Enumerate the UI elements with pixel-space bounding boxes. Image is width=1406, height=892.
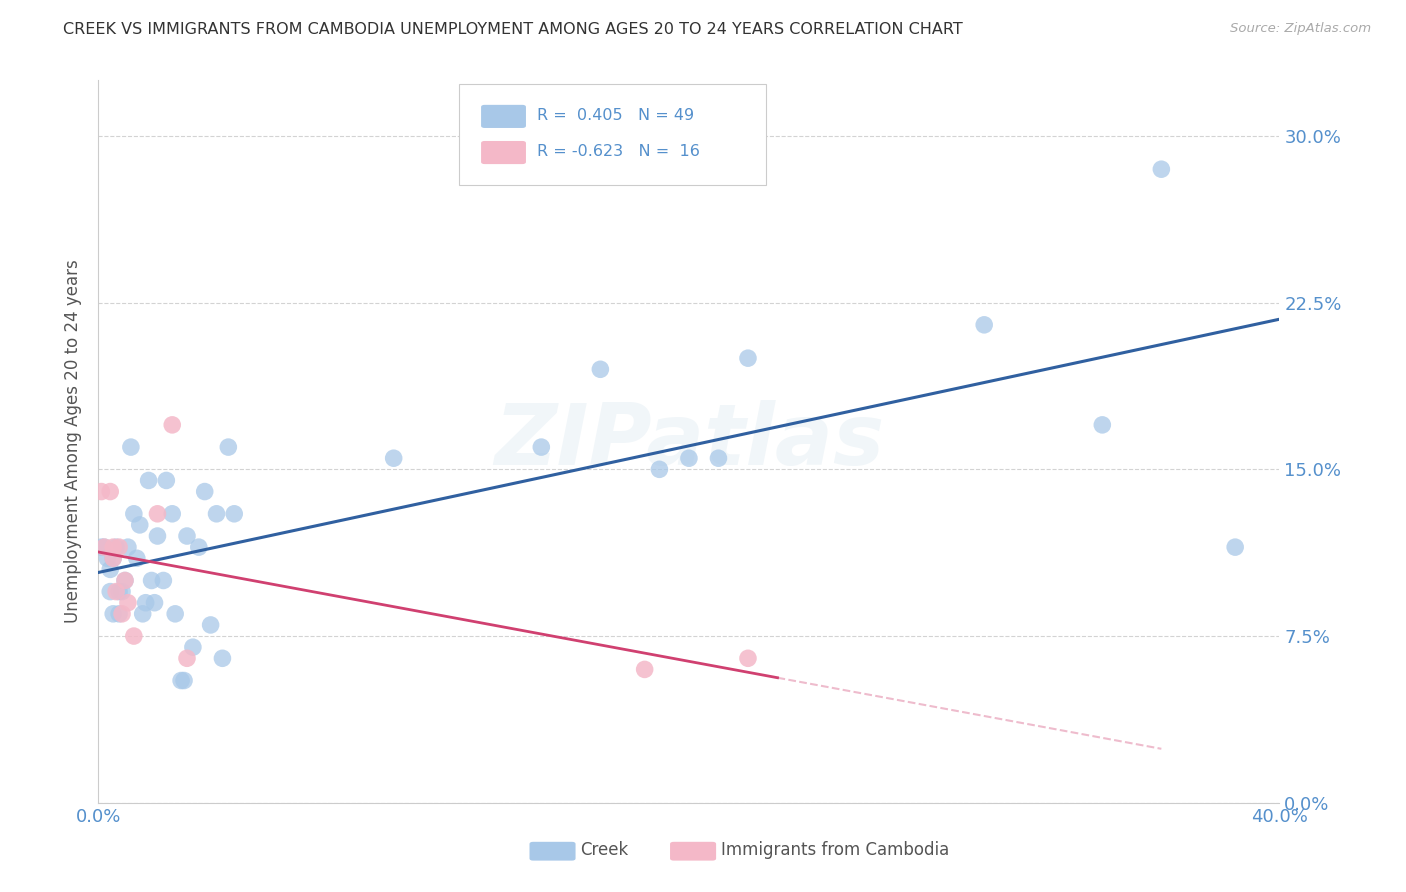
Point	[1225, 540, 1247, 554]
Point	[530, 440, 553, 454]
Point	[162, 507, 183, 521]
Text: Immigrants from Cambodia: Immigrants from Cambodia	[721, 841, 949, 859]
Point	[176, 651, 198, 665]
Point	[737, 351, 759, 366]
Point	[114, 574, 136, 588]
Point	[96, 551, 118, 566]
FancyBboxPatch shape	[530, 842, 575, 861]
Point	[146, 529, 169, 543]
FancyBboxPatch shape	[458, 84, 766, 185]
Point	[98, 562, 121, 576]
Point	[128, 517, 150, 532]
Point	[93, 540, 115, 554]
Point	[98, 584, 121, 599]
Point	[103, 551, 125, 566]
Point	[194, 484, 217, 499]
Point	[176, 529, 198, 543]
Point	[382, 451, 405, 466]
Point	[217, 440, 239, 454]
Text: R = -0.623   N =  16: R = -0.623 N = 16	[537, 145, 699, 160]
Text: CREEK VS IMMIGRANTS FROM CAMBODIA UNEMPLOYMENT AMONG AGES 20 TO 24 YEARS CORRELA: CREEK VS IMMIGRANTS FROM CAMBODIA UNEMPL…	[63, 22, 963, 37]
Point	[141, 574, 163, 588]
Point	[205, 507, 228, 521]
Point	[103, 607, 125, 621]
Point	[143, 596, 166, 610]
Text: Source: ZipAtlas.com: Source: ZipAtlas.com	[1230, 22, 1371, 36]
Y-axis label: Unemployment Among Ages 20 to 24 years: Unemployment Among Ages 20 to 24 years	[63, 260, 82, 624]
Point	[108, 540, 131, 554]
FancyBboxPatch shape	[481, 105, 526, 128]
Point	[1150, 162, 1173, 177]
Point	[162, 417, 183, 432]
Point	[105, 540, 128, 554]
Point	[103, 540, 125, 554]
Point	[173, 673, 195, 688]
Point	[155, 474, 177, 488]
Text: ZIPatlas: ZIPatlas	[494, 400, 884, 483]
Point	[132, 607, 155, 621]
Point	[634, 662, 657, 676]
Point	[224, 507, 246, 521]
Point	[108, 607, 131, 621]
Point	[170, 673, 193, 688]
Point	[93, 540, 115, 554]
Point	[114, 574, 136, 588]
Point	[1091, 417, 1114, 432]
FancyBboxPatch shape	[671, 842, 716, 861]
Point	[90, 540, 112, 554]
Point	[135, 596, 157, 610]
Point	[146, 507, 169, 521]
Point	[125, 551, 148, 566]
Point	[111, 607, 134, 621]
Text: R =  0.405   N = 49: R = 0.405 N = 49	[537, 108, 693, 123]
Point	[103, 551, 125, 566]
Point	[589, 362, 612, 376]
Point	[122, 507, 145, 521]
Point	[200, 618, 222, 632]
Point	[165, 607, 187, 621]
Point	[111, 584, 134, 599]
Point	[122, 629, 145, 643]
Point	[678, 451, 700, 466]
Point	[117, 596, 139, 610]
Point	[211, 651, 233, 665]
Point	[120, 440, 142, 454]
Point	[181, 640, 204, 655]
FancyBboxPatch shape	[481, 141, 526, 164]
Point	[707, 451, 730, 466]
Text: Creek: Creek	[581, 841, 628, 859]
Point	[117, 540, 139, 554]
Point	[90, 484, 112, 499]
Point	[98, 484, 121, 499]
Point	[138, 474, 160, 488]
Point	[187, 540, 209, 554]
Point	[108, 584, 131, 599]
Point	[648, 462, 671, 476]
Point	[737, 651, 759, 665]
Point	[973, 318, 995, 332]
Point	[105, 584, 128, 599]
Point	[152, 574, 174, 588]
